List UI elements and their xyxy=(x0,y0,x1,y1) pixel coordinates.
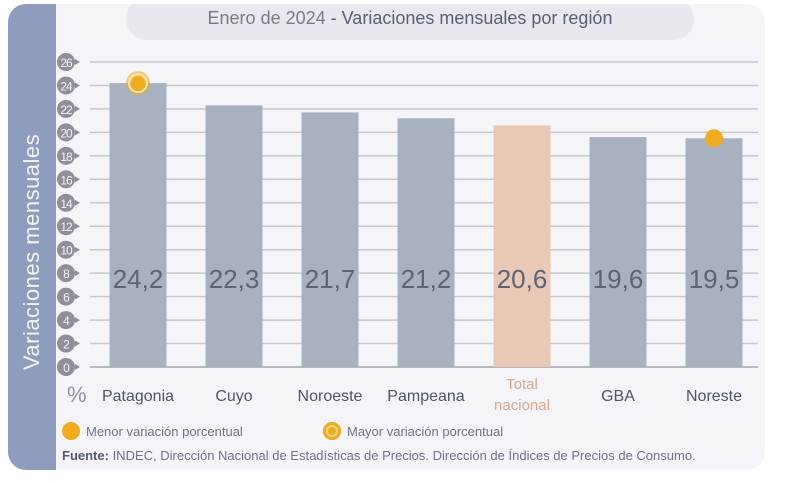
title-separator: - xyxy=(325,8,342,28)
y-tick-badge xyxy=(57,146,80,165)
category-label: Noreste xyxy=(686,388,742,405)
category-label: nacional xyxy=(494,397,550,414)
value-label: 24,2 xyxy=(113,264,164,294)
source-label: Fuente: xyxy=(62,448,109,463)
value-label: 20,6 xyxy=(497,264,548,294)
source-note: Fuente: INDEC, Dirección Nacional de Est… xyxy=(62,448,696,463)
category-label: Cuyo xyxy=(215,388,252,405)
title-pill: Enero de 2024 - Variaciones mensuales po… xyxy=(126,4,694,40)
legend-menor-label: Menor variación porcentual xyxy=(86,423,243,439)
value-label: 19,6 xyxy=(593,264,644,294)
y-tick-badge xyxy=(57,334,80,353)
y-tick-label: 18 xyxy=(60,150,73,164)
bar-cuyo xyxy=(205,105,263,368)
y-tick-badge xyxy=(57,170,80,189)
bar-noreste xyxy=(685,138,743,367)
marker-mayor-ring xyxy=(128,73,148,94)
y-tick-label: 26 xyxy=(60,56,73,70)
bar-gba xyxy=(589,137,647,367)
bars xyxy=(109,83,743,368)
value-label: 21,2 xyxy=(401,264,452,294)
value-label: 22,3 xyxy=(209,264,260,294)
y-tick-badge xyxy=(57,53,80,71)
y-tick-label: 20 xyxy=(60,126,73,140)
y-tick-badge xyxy=(57,217,80,236)
chart-title: Enero de 2024 - Variaciones mensuales po… xyxy=(126,8,694,29)
legend-mayor-label: Mayor variación porcentual xyxy=(347,423,504,439)
value-label: 21,7 xyxy=(305,264,356,294)
value-label: 19,5 xyxy=(689,264,740,294)
markers xyxy=(126,71,723,148)
category-label: Patagonia xyxy=(102,388,174,405)
y-tick-label: 8 xyxy=(63,267,70,281)
y-tick-badge xyxy=(57,240,80,259)
y-tick-badge xyxy=(57,311,80,330)
legend-menor-marker-icon xyxy=(62,422,80,440)
legend-item-menor: Menor variación porcentual xyxy=(62,422,243,440)
category-label: GBA xyxy=(601,388,635,405)
y-tick-label: 14 xyxy=(60,197,73,211)
title-prefix: Enero de 2024 xyxy=(207,8,326,28)
y-unit-label: % xyxy=(67,382,87,407)
y-tick-badge xyxy=(57,358,80,376)
source-text: INDEC, Dirección Nacional de Estadística… xyxy=(108,448,696,463)
y-tick-label: 12 xyxy=(60,220,73,234)
category-label: Noroeste xyxy=(298,388,363,405)
category-labels: Patagonia Cuyo Noroeste Pampeana Total nacion… xyxy=(102,376,742,414)
y-tick-label: 22 xyxy=(60,103,73,117)
y-tick-badge xyxy=(57,76,80,95)
marker-menor xyxy=(705,129,723,148)
bar-noroeste xyxy=(301,112,359,367)
legend-item-mayor: Mayor variación porcentual xyxy=(323,422,503,440)
marker-mayor-core xyxy=(131,76,145,91)
category-label: Total xyxy=(506,376,538,393)
category-label: Pampeana xyxy=(387,388,464,405)
y-tick-badge xyxy=(57,123,80,142)
y-tick-label: 0 xyxy=(63,361,70,375)
y-axis-band xyxy=(8,4,56,470)
gridlines xyxy=(90,61,758,368)
y-tick-label: 2 xyxy=(63,338,70,352)
y-tick-label: 10 xyxy=(60,244,73,258)
y-tick-badge xyxy=(57,264,80,283)
bar-total-nacional xyxy=(493,125,551,367)
value-labels: 24,2 22,3 21,7 21,2 20,6 19,6 19,5 xyxy=(113,264,740,294)
y-tick-label: 16 xyxy=(60,173,73,187)
legend-mayor-marker-icon xyxy=(323,422,341,440)
bar-pampeana xyxy=(397,118,455,367)
y-tick-label: 24 xyxy=(60,79,73,93)
y-tick-label: 4 xyxy=(63,314,70,328)
bar-patagonia xyxy=(109,83,167,367)
y-tick-label: 6 xyxy=(63,291,70,305)
y-tick-badge xyxy=(57,193,80,212)
y-tick-badge xyxy=(57,99,80,118)
y-tick-badge xyxy=(57,287,80,306)
title-main: Variaciones mensuales por región xyxy=(341,8,613,28)
